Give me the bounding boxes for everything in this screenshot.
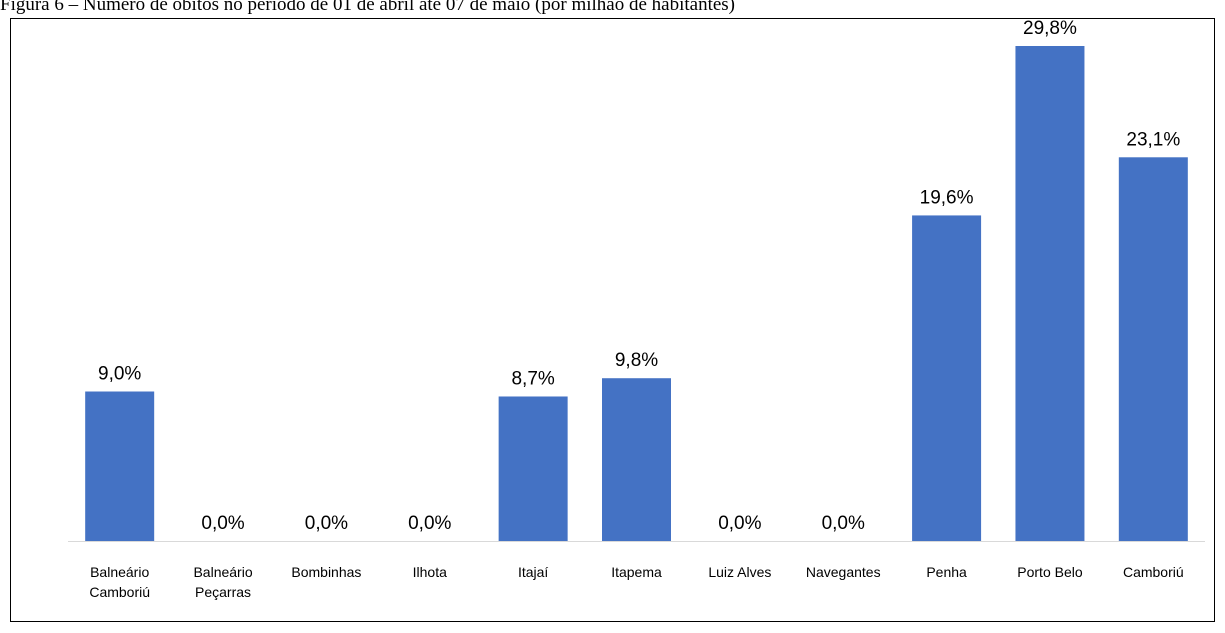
value-label: 29,8% — [1023, 18, 1077, 39]
bar — [1015, 46, 1085, 541]
value-label: 0,0% — [822, 513, 865, 534]
bar — [602, 378, 671, 541]
value-label: 0,0% — [408, 513, 451, 534]
x-tick-label: Navegantes — [806, 564, 881, 580]
value-label: 19,6% — [920, 187, 974, 208]
x-tick-label: Penha — [926, 564, 967, 580]
x-tick-label: Ilhota — [413, 564, 447, 580]
x-tick-label: Porto Belo — [1017, 564, 1083, 580]
value-label: 9,8% — [615, 350, 658, 371]
bar — [85, 391, 155, 541]
value-label: 0,0% — [305, 513, 348, 534]
value-label: 8,7% — [511, 368, 554, 389]
x-tick-label: Camboriú — [1123, 564, 1184, 580]
x-tick-label: Itajaí — [518, 564, 548, 580]
bar — [498, 396, 568, 541]
bar — [912, 215, 982, 541]
value-label: 0,0% — [718, 513, 761, 534]
bar — [1118, 157, 1188, 542]
x-tick-label: Itapema — [611, 564, 662, 580]
value-label: 0,0% — [201, 513, 244, 534]
x-tick-label: Luiz Alves — [708, 564, 771, 580]
x-tick-label: Balneário Camboriú — [89, 564, 150, 600]
value-label: 23,1% — [1126, 129, 1180, 150]
chart-title: Figura 6 – Número de óbitos no período d… — [0, 0, 735, 15]
x-tick-label: Bombinhas — [291, 564, 361, 580]
x-tick-label: Balneário Peçarras — [193, 564, 252, 600]
value-label: 9,0% — [98, 364, 141, 385]
